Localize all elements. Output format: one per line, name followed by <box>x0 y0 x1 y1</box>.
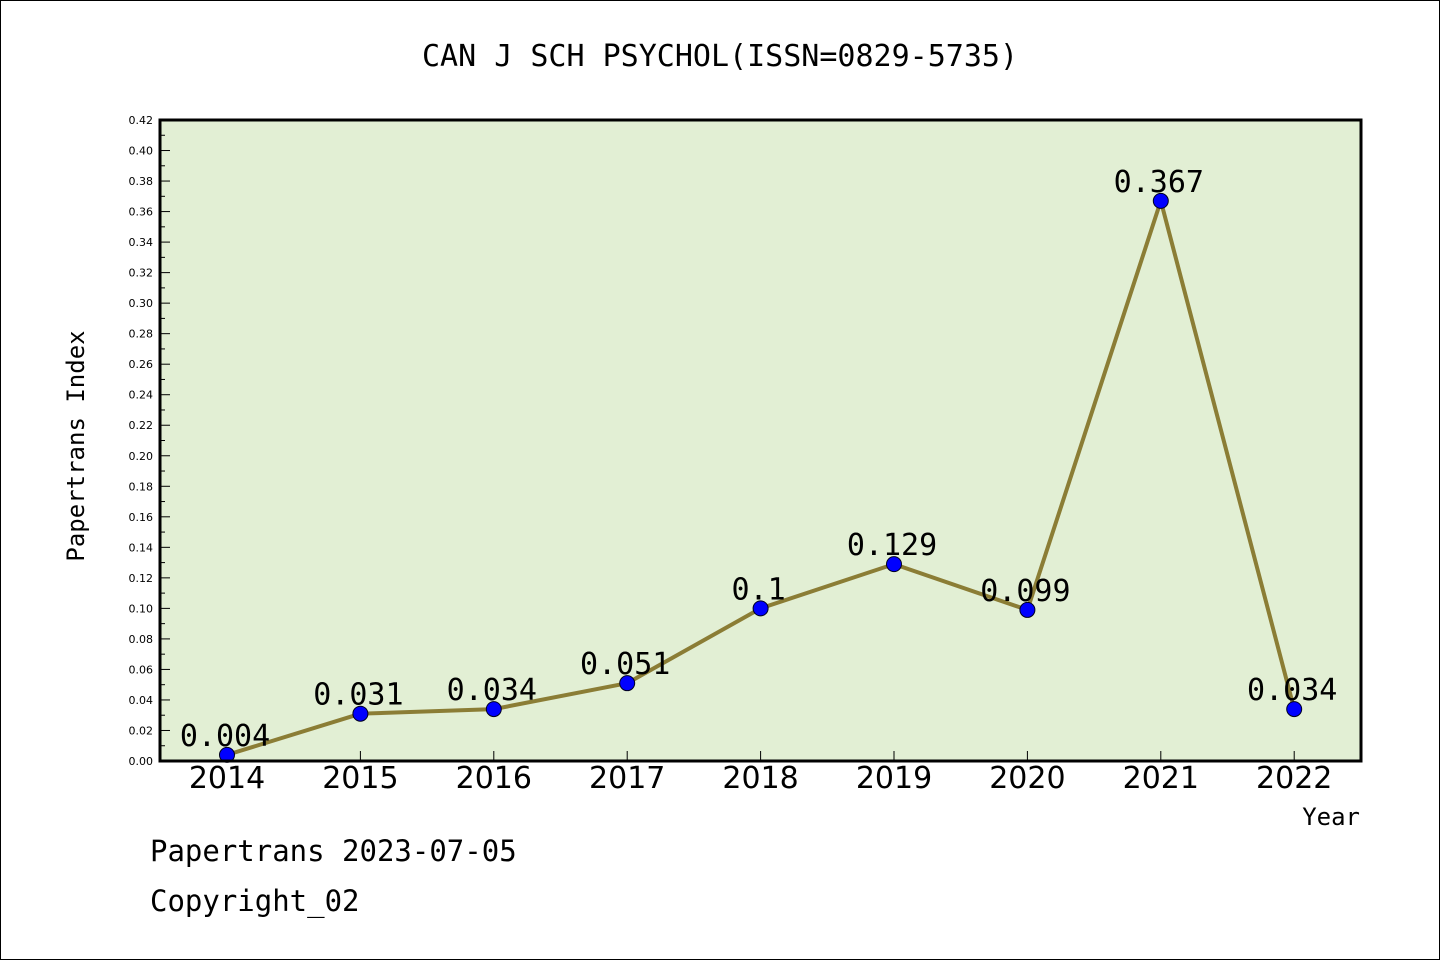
y-tick-label: 0.00 <box>129 755 154 768</box>
x-tick-label: 2018 <box>722 761 798 796</box>
y-tick-label: 0.08 <box>129 633 154 646</box>
y-axis: 0.00 0.02 0.04 0.06 0.08 0.10 0.12 0.14 0.16 0.18… <box>129 114 170 768</box>
y-tick-label: 0.22 <box>129 419 154 432</box>
y-tick-label: 0.10 <box>129 602 154 615</box>
x-tick-label: 2016 <box>456 761 532 796</box>
plot-area <box>160 120 1361 761</box>
footer-copyright: Copyright_02 <box>150 884 360 918</box>
x-tick-label: 2014 <box>189 761 265 796</box>
data-point <box>485 701 502 718</box>
y-tick-label: 0.28 <box>129 328 154 341</box>
footer-date: Papertrans 2023-07-05 <box>150 834 517 868</box>
data-label: 0.099 <box>980 574 1070 609</box>
y-tick-label: 0.32 <box>129 267 154 280</box>
y-tick-label: 0.38 <box>129 175 154 188</box>
y-axis-label: Papertrans Index <box>62 330 90 561</box>
y-tick-label: 0.24 <box>129 389 154 402</box>
data-point <box>352 705 369 722</box>
x-axis-label: Year <box>1302 803 1360 831</box>
x-tick-label: 2021 <box>1123 761 1199 796</box>
data-label: 0.004 <box>180 719 270 754</box>
y-tick-label: 0.18 <box>129 480 154 493</box>
x-tick-label: 2022 <box>1256 761 1332 796</box>
data-label: 0.034 <box>447 673 537 708</box>
chart-title: CAN J SCH PSYCHOL(ISSN=0829-5735) <box>422 39 1018 74</box>
data-point <box>619 675 636 692</box>
data-label: 0.031 <box>313 678 403 713</box>
data-label: 0.1 <box>732 572 786 607</box>
data-label: 0.129 <box>847 528 937 563</box>
y-tick-label: 0.26 <box>129 358 154 371</box>
x-tick-label: 2017 <box>589 761 665 796</box>
data-point <box>1286 701 1303 718</box>
x-axis: 2014 2015 2016 2017 2018 2019 2020 2021 2022 <box>189 751 1332 796</box>
y-tick-label: 0.40 <box>129 145 154 158</box>
x-tick-label: 2015 <box>322 761 398 796</box>
y-tick-label: 0.30 <box>129 297 154 310</box>
x-tick-label: 2020 <box>989 761 1065 796</box>
data-point <box>886 556 902 573</box>
data-label: 0.367 <box>1114 165 1204 200</box>
data-label: 0.034 <box>1247 673 1337 708</box>
plot-border <box>158 118 1363 763</box>
y-tick-label: 0.20 <box>129 450 154 463</box>
y-tick-label: 0.34 <box>129 236 154 249</box>
data-point <box>752 600 769 617</box>
y-tick-label: 0.16 <box>129 511 154 524</box>
y-tick-label: 0.04 <box>129 694 154 707</box>
y-tick-label: 0.06 <box>129 663 154 676</box>
y-tick-label: 0.12 <box>129 572 154 585</box>
y-tick-label: 0.42 <box>129 114 154 127</box>
x-tick-label: 2019 <box>856 761 932 796</box>
series: 0.004 0.031 0.034 0.051 0.1 0.129 0.099 0.367 0.… <box>180 165 1337 763</box>
y-tick-label: 0.02 <box>129 724 154 737</box>
data-point <box>1019 601 1036 618</box>
y-tick-label: 0.14 <box>129 541 154 554</box>
y-tick-label: 0.36 <box>129 206 154 219</box>
data-label: 0.051 <box>580 647 670 682</box>
data-point <box>1152 192 1169 209</box>
